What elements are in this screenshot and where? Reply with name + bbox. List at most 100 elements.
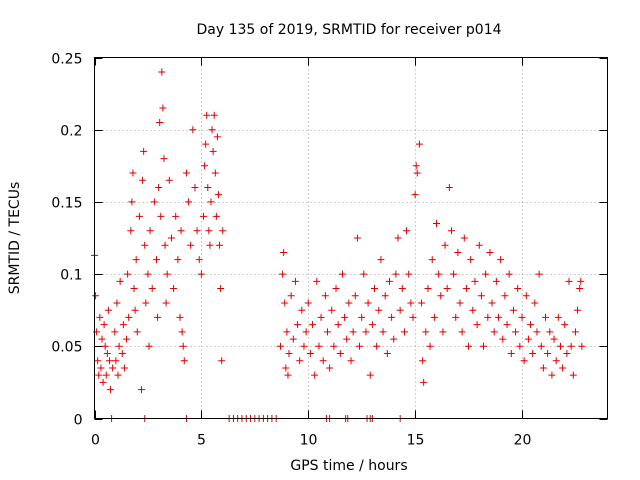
data-point <box>185 198 193 206</box>
data-point <box>92 292 100 300</box>
data-point <box>155 183 163 191</box>
data-point <box>177 227 185 235</box>
data-point <box>191 183 199 191</box>
data-point <box>415 140 423 148</box>
data-point <box>574 306 582 314</box>
data-point <box>148 285 156 293</box>
data-point <box>112 357 120 365</box>
data-point <box>208 126 216 134</box>
data-point <box>368 321 376 329</box>
data-point <box>409 313 417 321</box>
data-point <box>326 364 334 372</box>
data-point <box>323 328 331 336</box>
data-point <box>559 364 567 372</box>
data-point <box>213 133 221 141</box>
data-point <box>341 313 349 321</box>
data-point <box>411 191 419 199</box>
data-point <box>422 328 430 336</box>
data-point <box>127 227 135 235</box>
data-point <box>328 306 336 314</box>
data-point <box>358 313 366 321</box>
data-point <box>492 277 500 285</box>
data-point <box>533 328 541 336</box>
data-point <box>102 371 110 379</box>
data-point <box>172 212 180 220</box>
data-point <box>364 299 372 307</box>
data-point <box>107 386 115 394</box>
data-point <box>366 371 374 379</box>
data-point <box>146 227 154 235</box>
data-point <box>475 241 483 249</box>
data-point <box>398 285 406 293</box>
data-point <box>97 364 105 372</box>
data-point <box>206 241 214 249</box>
data-point <box>544 350 552 358</box>
y-tick-label: 0 <box>74 413 83 429</box>
data-point <box>98 335 106 343</box>
data-point <box>202 140 210 148</box>
data-point <box>514 285 522 293</box>
data-point <box>162 299 170 307</box>
y-tick-label: 0.2 <box>60 124 82 140</box>
data-point <box>313 277 321 285</box>
data-point <box>505 270 513 278</box>
data-point <box>450 270 458 278</box>
data-point <box>115 342 123 350</box>
data-point <box>104 306 112 314</box>
data-point <box>123 335 131 343</box>
data-point <box>522 292 530 300</box>
data-point <box>125 313 133 321</box>
x-axis-label: GPS time / hours <box>290 458 407 474</box>
data-point <box>96 313 104 321</box>
data-point <box>142 299 150 307</box>
data-point <box>160 155 168 163</box>
data-point <box>571 328 579 336</box>
data-point <box>480 342 488 350</box>
data-point <box>452 313 460 321</box>
data-point <box>309 321 317 329</box>
data-point <box>494 313 502 321</box>
data-point <box>193 227 201 235</box>
data-point <box>150 198 158 206</box>
data-point <box>141 241 149 249</box>
data-point <box>435 270 443 278</box>
data-point <box>118 350 126 358</box>
data-point <box>205 227 213 235</box>
x-tick-labels: 0 5 10 15 20 <box>91 433 531 449</box>
data-point <box>128 198 136 206</box>
chart-title: Day 135 of 2019, SRMTID for receiver p01… <box>196 22 501 38</box>
data-point <box>170 285 178 293</box>
data-point <box>332 285 340 293</box>
data-point <box>548 371 556 379</box>
data-point <box>163 270 171 278</box>
x-tick-label: 5 <box>197 433 206 449</box>
data-point <box>289 335 297 343</box>
data-point <box>285 350 293 358</box>
data-point <box>99 378 107 386</box>
data-point <box>518 313 526 321</box>
data-point <box>445 183 453 191</box>
y-tick-label: 0.15 <box>51 196 82 212</box>
data-point <box>473 321 481 329</box>
x-tick-label: 20 <box>514 433 532 449</box>
data-point <box>156 118 164 126</box>
data-point <box>304 299 312 307</box>
data-point <box>210 111 218 119</box>
data-point <box>182 169 190 177</box>
data-point <box>129 169 137 177</box>
data-point <box>101 342 109 350</box>
data-point <box>373 342 381 350</box>
data-point <box>119 321 127 329</box>
data-point <box>360 270 368 278</box>
data-point <box>412 162 420 170</box>
data-point <box>130 285 138 293</box>
data-point <box>302 328 310 336</box>
data-point <box>371 285 379 293</box>
data-point <box>353 234 361 242</box>
data-point <box>430 313 438 321</box>
data-point <box>216 241 224 249</box>
data-point <box>139 176 147 184</box>
data-point <box>356 342 364 350</box>
data-point <box>334 321 342 329</box>
data-point <box>284 371 292 379</box>
